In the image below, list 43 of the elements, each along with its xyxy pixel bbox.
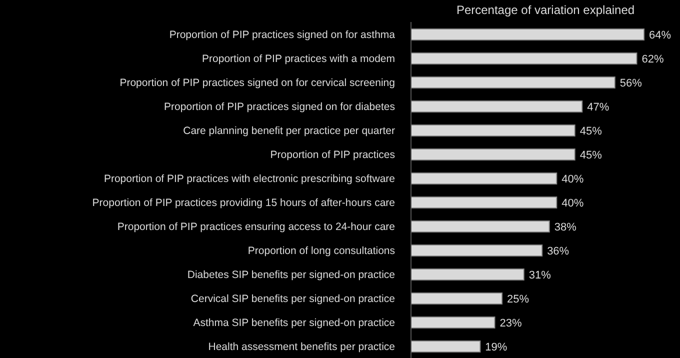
y-tick-label: Proportion of PIP practices signed on for asthma (169, 29, 396, 41)
data-label: 40% (562, 173, 584, 186)
chart-title: Percentage of variation explained (455, 3, 636, 17)
bar (410, 148, 576, 160)
y-tick-label: Proportion of PIP practices with a modem (202, 53, 396, 65)
data-label: 56% (620, 77, 642, 90)
data-label: 45% (580, 149, 602, 162)
data-label: 36% (547, 245, 570, 258)
bar (410, 28, 644, 40)
y-tick-label: Diabetes SIP benefits per signed-on practice (187, 269, 396, 281)
bar (410, 196, 558, 208)
y-tick-label: Proportion of PIP practices ensuring access to 24-hour care (117, 221, 396, 233)
bar (410, 52, 638, 64)
bar (410, 100, 583, 112)
bar (410, 220, 550, 232)
bar (410, 124, 576, 136)
bar (410, 292, 503, 304)
y-tick-label: Proportion of PIP practices with electronic prescribing software (104, 173, 396, 185)
data-label: 62% (642, 53, 664, 66)
y-tick-label: Proportion of long consultations (248, 245, 395, 257)
y-tick-label: Asthma SIP benefits per signed-on practice (193, 317, 396, 329)
bar (410, 340, 481, 352)
data-label: 45% (580, 125, 602, 138)
y-tick-label: Proportion of PIP practices signed on for diabetes (164, 101, 395, 113)
bar (410, 316, 496, 328)
bar (410, 172, 558, 184)
data-label: 38% (554, 221, 577, 234)
bar (410, 76, 616, 88)
y-tick-label: Cervical SIP benefits per signed-on practice (190, 293, 396, 305)
y-tick-label: Care planning benefit per practice per quarter (183, 125, 396, 137)
y-tick-label: Proportion of PIP practices signed on for cervical screening (120, 77, 396, 89)
bar (410, 268, 524, 280)
data-label: 31% (528, 269, 552, 282)
data-label: 47% (587, 101, 610, 114)
y-tick-label: Health assessment benefits per practice (208, 341, 396, 353)
data-label: 64% (649, 29, 672, 42)
data-label: 40% (562, 197, 584, 210)
y-tick-label: Proportion of PIP practices (270, 149, 395, 161)
data-label: 23% (500, 317, 522, 330)
data-label: 19% (485, 341, 508, 354)
y-tick-label: Proportion of PIP practices providing 15 hours of after-hours care (92, 197, 396, 209)
data-label: 25% (507, 293, 530, 306)
bar (410, 244, 543, 256)
